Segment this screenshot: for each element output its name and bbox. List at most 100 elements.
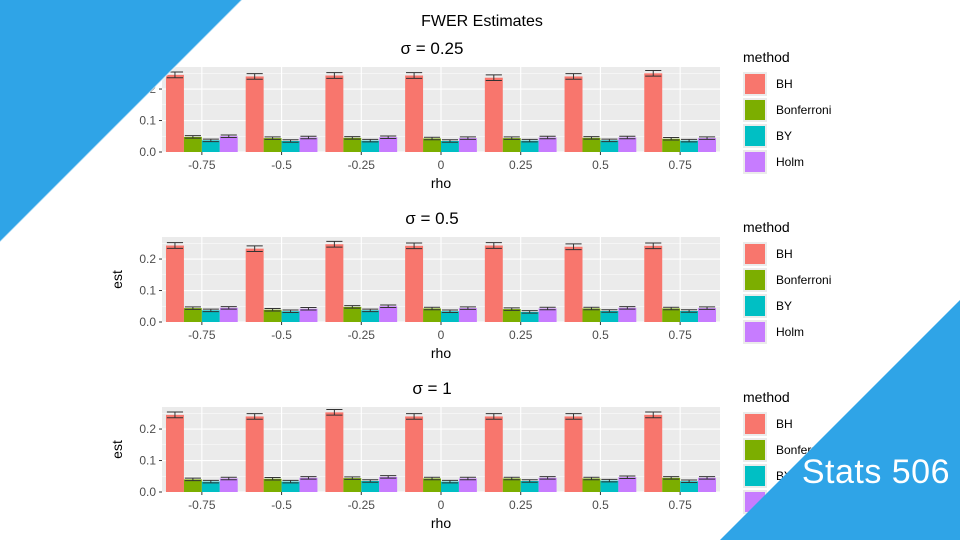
error-bar: [619, 135, 636, 140]
x-tick-label: -0.5: [271, 498, 292, 512]
legend-label: Holm: [776, 325, 804, 339]
error-bar: [619, 306, 636, 310]
x-tick-label: 0.25: [509, 158, 533, 172]
bar-bh: [165, 245, 184, 322]
legend: method BH Bonferroni BY Holm: [743, 49, 831, 174]
bar-by: [201, 481, 220, 492]
y-tick-label: 0.1: [139, 114, 156, 128]
bar-holm: [458, 478, 477, 492]
error-bar: [619, 475, 636, 479]
error-bar: [565, 413, 582, 420]
y-tick-label: 0.0: [139, 145, 156, 159]
legend-label: Bonferroni: [776, 103, 831, 117]
bar-bonferroni: [582, 308, 601, 322]
panel-title: σ = 1: [412, 379, 451, 398]
bar-holm: [299, 477, 318, 492]
error-bar: [380, 475, 397, 479]
legend-label: BY: [776, 129, 792, 143]
error-bar: [300, 307, 317, 311]
bar-by: [600, 480, 619, 492]
bar-by: [680, 310, 699, 322]
error-bar: [459, 306, 476, 310]
bar-holm: [379, 137, 398, 152]
legend-swatch-bh: [745, 414, 765, 434]
error-bar: [539, 476, 556, 480]
bar-bh: [405, 75, 424, 152]
legend-title: method: [743, 49, 790, 65]
x-tick-label: -0.25: [348, 328, 376, 342]
legend-title: method: [743, 219, 790, 235]
error-bar: [264, 307, 281, 312]
bar-by: [361, 480, 380, 492]
bar-holm: [458, 308, 477, 322]
bar-bonferroni: [343, 306, 362, 322]
error-bar: [663, 476, 680, 480]
x-tick-label: 0.5: [592, 498, 609, 512]
error-bar: [565, 73, 582, 80]
y-tick-label: 0.1: [139, 284, 156, 298]
error-bar: [282, 479, 299, 484]
bar-by: [520, 311, 539, 322]
error-bar: [166, 411, 184, 419]
error-bar: [406, 413, 423, 420]
x-tick-label: -0.75: [188, 158, 216, 172]
error-bar: [423, 306, 441, 311]
x-tick-label: -0.75: [188, 328, 216, 342]
error-bar: [663, 306, 680, 311]
bar-holm: [538, 137, 557, 152]
x-tick-label: 0.75: [668, 328, 692, 342]
bar-by: [281, 140, 300, 152]
x-tick-label: 0: [438, 498, 445, 512]
error-bar: [184, 477, 201, 482]
bar-bh: [325, 412, 344, 492]
bar-bonferroni: [423, 138, 441, 152]
legend-title: method: [743, 389, 790, 405]
error-bar: [326, 240, 343, 248]
chart-panel-0: 0.0 0.1 0.2 -0.75 -0.5 -0.25 0 0.25 0.5 0.75 rho es…: [109, 39, 831, 191]
error-bar: [485, 242, 502, 249]
x-tick-label: 0.5: [592, 328, 609, 342]
y-tick-label: 0.2: [139, 422, 156, 436]
error-bar: [362, 308, 379, 313]
bar-by: [680, 481, 699, 492]
error-bar: [344, 305, 361, 309]
bar-bh: [165, 74, 184, 152]
bar-bonferroni: [502, 309, 521, 322]
error-bar: [344, 476, 361, 480]
error-bar: [521, 138, 538, 143]
x-tick-label: -0.75: [188, 498, 216, 512]
x-tick-label: -0.5: [271, 328, 292, 342]
error-bar: [264, 136, 281, 140]
x-tick-label: -0.25: [348, 498, 376, 512]
bar-bh: [165, 414, 184, 492]
error-bar: [601, 309, 618, 313]
legend-label: BH: [776, 417, 793, 431]
x-tick-label: 0.75: [668, 498, 692, 512]
error-bar: [220, 476, 237, 481]
error-bar: [698, 476, 716, 480]
bar-bh: [325, 75, 344, 152]
error-bar: [184, 306, 201, 310]
y-axis-label: est: [109, 440, 125, 459]
error-bar: [663, 137, 680, 141]
bar-bonferroni: [263, 138, 282, 152]
bar-bh: [245, 76, 264, 152]
error-bar: [441, 309, 459, 314]
error-bar: [503, 476, 520, 481]
error-bar: [441, 479, 459, 484]
bar-bonferroni: [582, 478, 601, 492]
y-axis-label: est: [109, 270, 125, 289]
legend-label: BY: [776, 469, 792, 483]
error-bar: [423, 476, 441, 481]
bar-holm: [698, 308, 717, 322]
legend-swatch-bh: [745, 74, 765, 94]
bar-holm: [618, 477, 637, 492]
error-bar: [246, 245, 263, 252]
error-bar: [485, 74, 502, 82]
course-badge: Stats 506: [801, 453, 950, 491]
legend-swatch-bonferroni: [745, 100, 765, 120]
bar-bh: [484, 245, 503, 322]
bar-bh: [644, 73, 663, 152]
bar-bh: [484, 416, 503, 492]
bar-bonferroni: [502, 138, 521, 152]
